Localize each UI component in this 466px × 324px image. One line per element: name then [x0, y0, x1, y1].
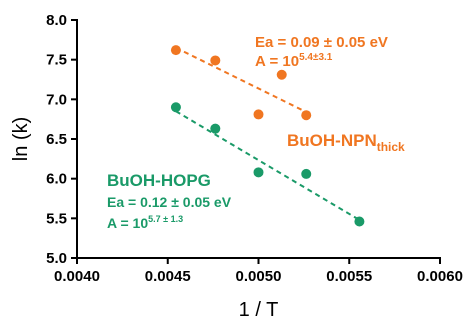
hopg-data-point: [170, 102, 181, 113]
hopg-series-label: BuOH-HOPG: [107, 171, 211, 190]
hopg-data-point: [210, 123, 221, 134]
x-axis-title: 1 / T: [239, 299, 279, 321]
npn-a-exponent: 5.4±3.1: [299, 52, 333, 63]
npn-data-point: [253, 109, 264, 120]
y-tick-label: 5.5: [46, 210, 67, 227]
hopg-data-point: [301, 168, 312, 179]
npn-a-annotation: A = 105.4±3.1: [255, 52, 333, 70]
npn-ea-annotation: Ea = 0.09 ± 0.05 eV: [255, 34, 388, 51]
npn-series-label: BuOH-NPNthick: [287, 131, 405, 154]
x-tick-label: 0.0050: [236, 268, 282, 285]
fit-lines: [175, 46, 360, 221]
hopg-data-point: [354, 216, 365, 227]
axis-ticks: 5.0 5.5 6.0 6.5 7.0 7.5 8.0 0.0040 0.0045 0.0050 0…: [46, 12, 463, 285]
npn-data-point: [210, 55, 221, 66]
x-tick-label: 0.0045: [145, 268, 191, 285]
npn-data-point: [301, 110, 312, 121]
x-tick-label: 0.0040: [54, 268, 100, 285]
npn-series-subscript: thick: [377, 140, 405, 154]
npn-fit-line: [175, 46, 307, 113]
y-tick-label: 7.0: [46, 91, 67, 108]
hopg-a-annotation: A = 105.7 ± 1.3: [107, 214, 183, 231]
y-tick-label: 7.5: [46, 52, 67, 69]
y-tick-label: 6.5: [46, 131, 67, 148]
x-tick-label: 0.0055: [326, 268, 372, 285]
hopg-data-point: [253, 167, 264, 178]
hopg-a-base: A = 10: [107, 215, 148, 231]
npn-data-point: [170, 45, 181, 56]
x-tick-label: 0.0060: [417, 268, 463, 285]
y-tick-label: 5.0: [46, 250, 67, 267]
npn-a-base: A = 10: [255, 53, 299, 70]
data-points: [170, 45, 365, 227]
y-tick-label: 6.0: [46, 171, 67, 188]
npn-data-point: [276, 69, 287, 80]
hopg-a-exponent: 5.7 ± 1.3: [148, 214, 183, 224]
hopg-ea-annotation: Ea = 0.12 ± 0.05 eV: [107, 194, 232, 210]
y-axis-title: ln (k): [10, 117, 32, 161]
npn-series-name: BuOH-NPN: [287, 131, 377, 150]
y-tick-label: 8.0: [46, 12, 67, 29]
